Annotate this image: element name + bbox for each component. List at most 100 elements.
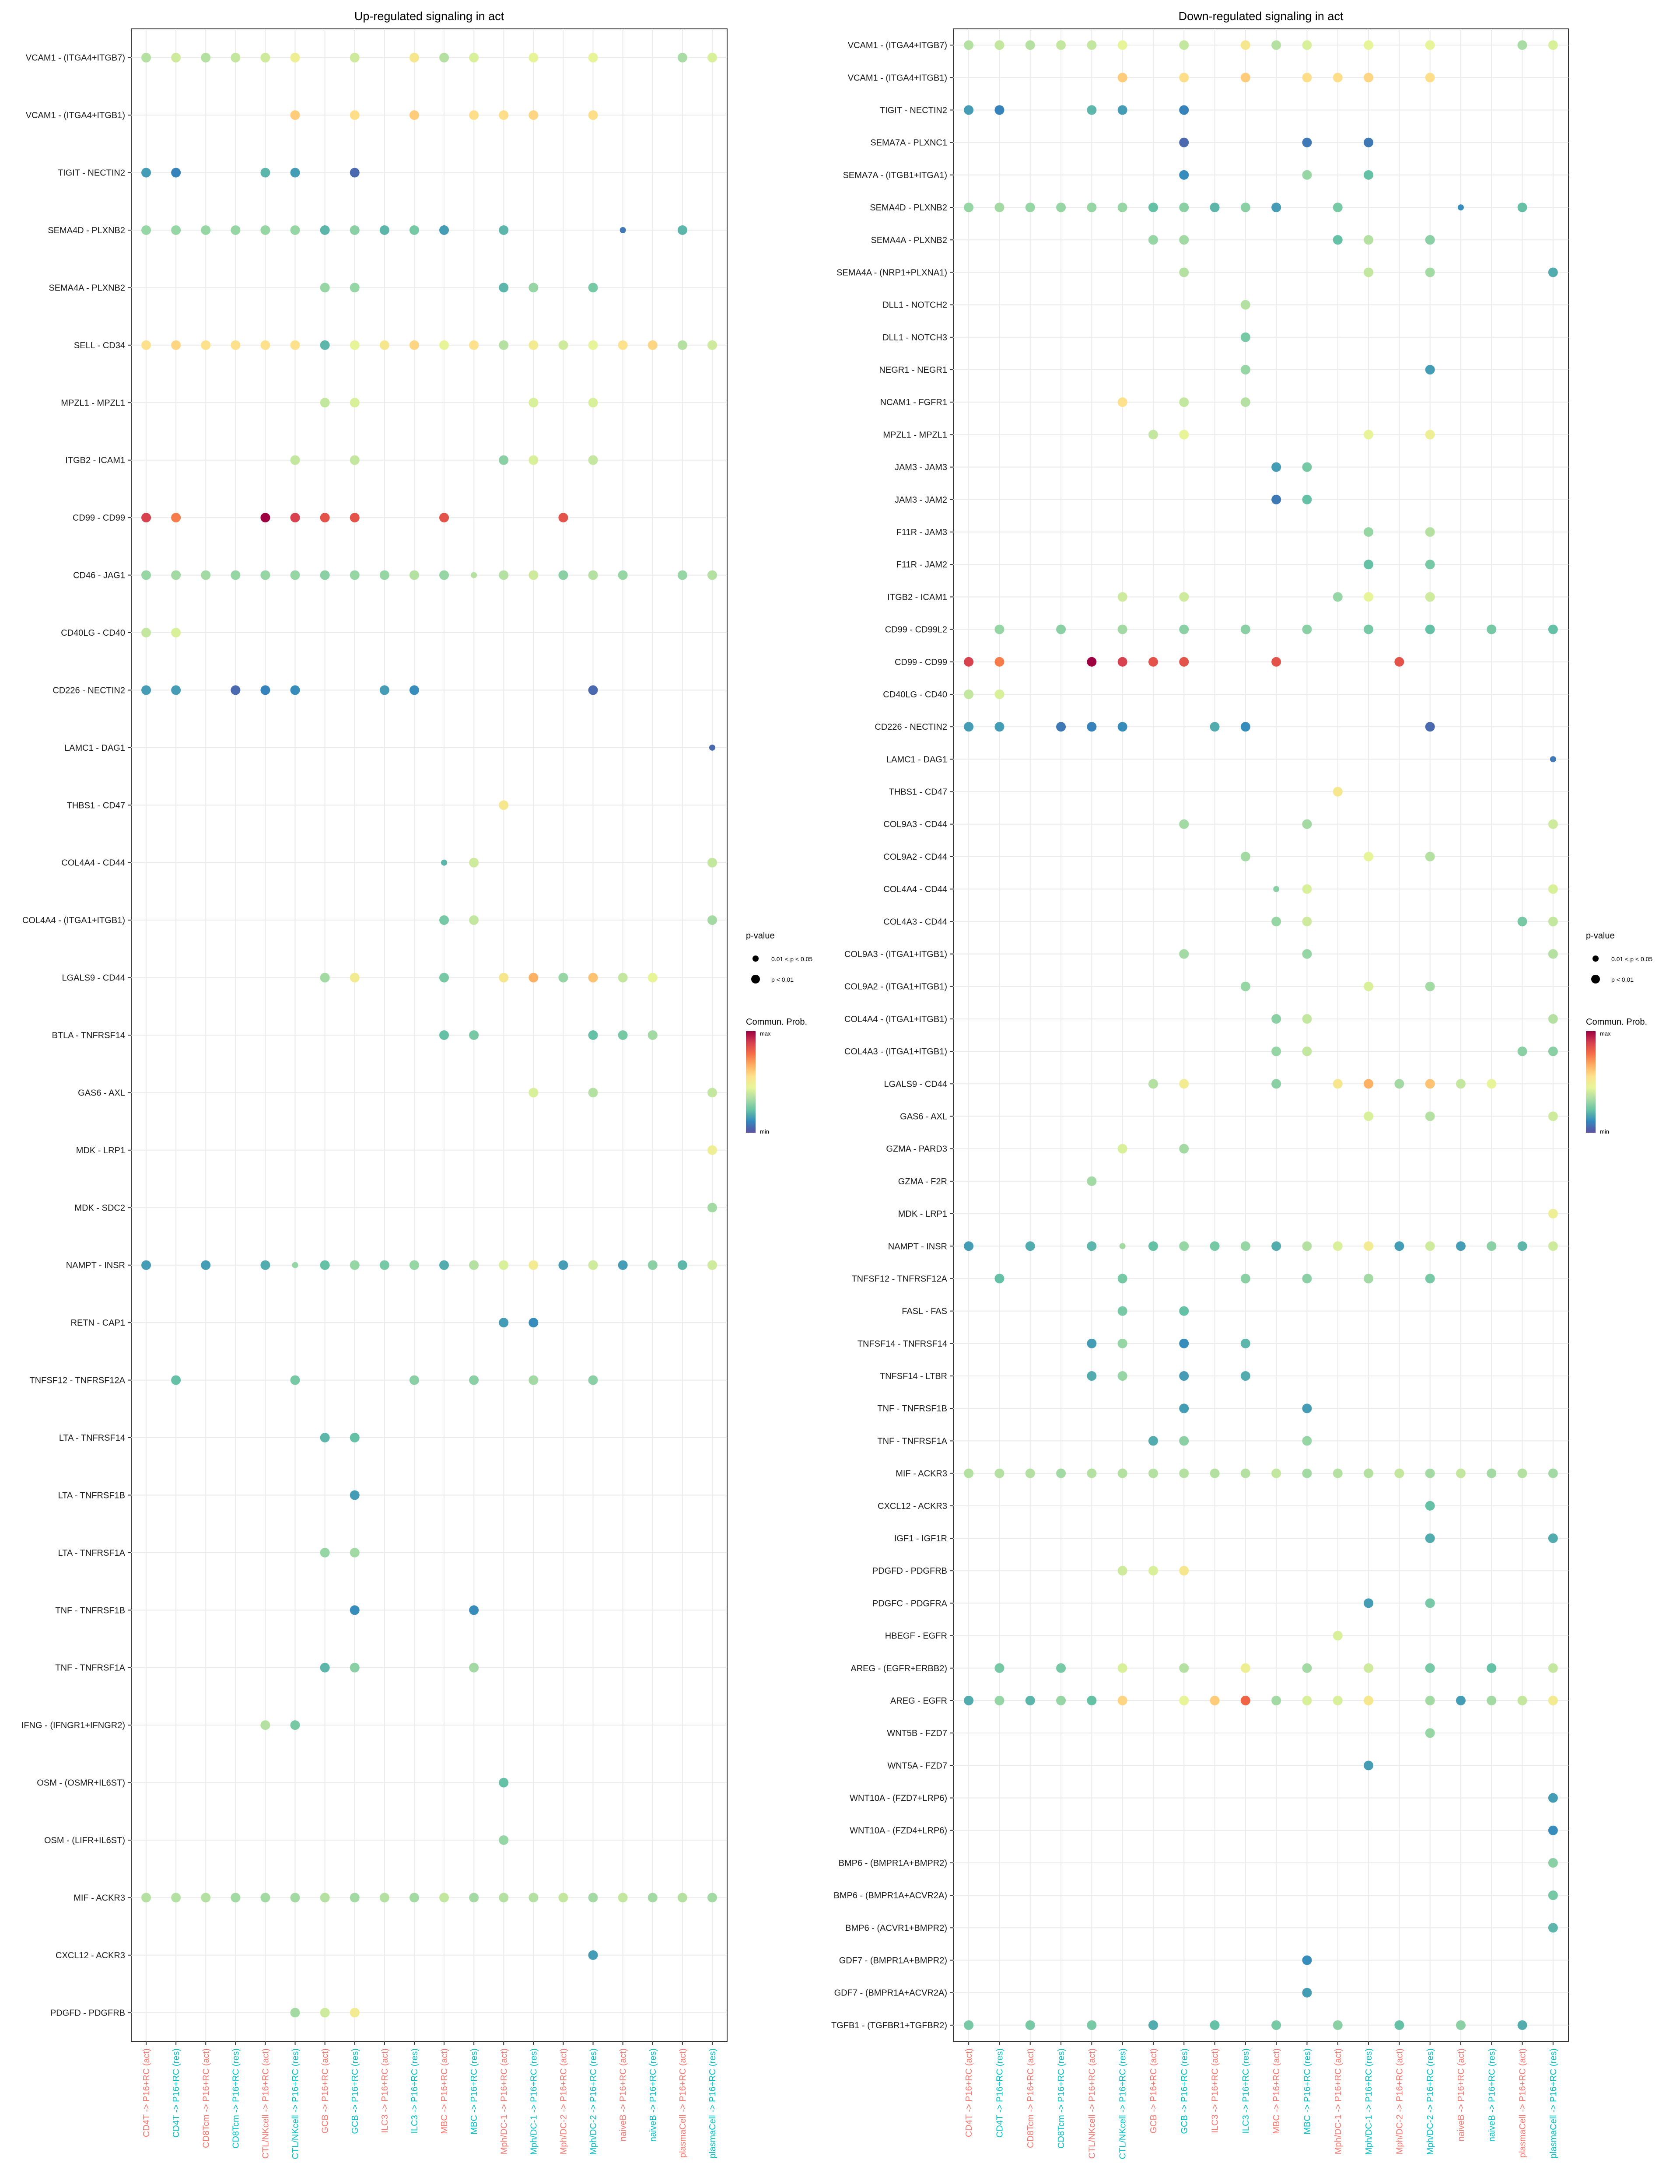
data-point bbox=[1179, 592, 1189, 602]
data-point bbox=[1271, 40, 1281, 50]
data-point bbox=[260, 1260, 270, 1270]
row-label: ITGB2 - ICAM1 bbox=[65, 456, 125, 466]
row-label: NCAM1 - FGFR1 bbox=[880, 398, 947, 407]
data-point bbox=[994, 722, 1004, 732]
row-label: VCAM1 - (ITGA4+ITGB1) bbox=[26, 111, 125, 120]
row-label: WNT10A - (FZD7+LRP6) bbox=[850, 1794, 947, 1803]
data-point bbox=[1487, 624, 1497, 634]
data-point bbox=[1364, 40, 1374, 50]
data-point bbox=[1240, 365, 1250, 375]
data-point bbox=[171, 52, 181, 63]
data-point bbox=[350, 398, 360, 408]
row-label: MIF - ACKR3 bbox=[896, 1469, 947, 1479]
data-point bbox=[1302, 1436, 1312, 1446]
row-label: TNFSF12 - TNFRSF12A bbox=[851, 1274, 947, 1284]
data-point bbox=[964, 105, 974, 115]
data-point bbox=[1179, 1079, 1189, 1089]
data-point bbox=[1240, 1468, 1250, 1478]
data-point bbox=[1394, 2020, 1404, 2030]
data-point bbox=[994, 624, 1004, 634]
data-point bbox=[1364, 137, 1374, 147]
data-point bbox=[1087, 1695, 1097, 1705]
data-point bbox=[379, 1893, 389, 1903]
data-point bbox=[1117, 397, 1127, 407]
data-point bbox=[379, 685, 389, 695]
data-point bbox=[1456, 1079, 1466, 1089]
data-point bbox=[1548, 1825, 1558, 1835]
row-label: SEMA7A - (ITGB1+ITGA1) bbox=[843, 171, 947, 180]
data-point bbox=[1333, 203, 1343, 213]
data-point bbox=[320, 340, 330, 350]
pvalue-legend-item-1: 0.01 < p < 0.05 bbox=[1611, 956, 1652, 962]
data-point bbox=[1179, 267, 1189, 277]
column-label: plasmaCell -> P16+RC (act) bbox=[678, 2048, 688, 2158]
row-label: TNF - TNFRSF1B bbox=[877, 1404, 947, 1414]
data-point bbox=[320, 1893, 330, 1903]
data-point bbox=[1271, 657, 1281, 667]
data-point bbox=[964, 203, 974, 213]
row-label: MPZL1 - MPZL1 bbox=[61, 398, 125, 408]
row-label: GAS6 - AXL bbox=[900, 1112, 947, 1121]
data-point bbox=[588, 685, 598, 695]
data-point bbox=[588, 1950, 598, 1960]
data-point bbox=[1148, 657, 1158, 667]
data-point bbox=[528, 398, 539, 408]
column-label: plasmaCell -> P16+RC (act) bbox=[1518, 2048, 1528, 2158]
column-label: plasmaCell -> P16+RC (res) bbox=[708, 2048, 718, 2158]
row-label: DLL1 - NOTCH3 bbox=[882, 333, 947, 343]
data-point bbox=[558, 973, 568, 983]
data-point bbox=[1425, 981, 1435, 991]
data-point bbox=[201, 1260, 211, 1270]
data-point bbox=[964, 40, 974, 50]
data-point bbox=[1394, 1079, 1404, 1089]
data-point bbox=[1179, 430, 1189, 440]
data-point bbox=[439, 973, 449, 983]
row-label: HBEGF - EGFR bbox=[885, 1631, 947, 1641]
data-point bbox=[1364, 1241, 1374, 1251]
row-label: MDK - SDC2 bbox=[74, 1203, 125, 1213]
row-label: COL4A3 - (ITGA1+ITGB1) bbox=[844, 1047, 947, 1057]
data-point bbox=[1333, 73, 1343, 83]
data-point bbox=[141, 225, 151, 235]
data-point bbox=[1548, 40, 1558, 50]
data-point bbox=[528, 1318, 539, 1328]
data-point bbox=[439, 1030, 449, 1040]
data-point bbox=[1548, 1014, 1558, 1024]
data-point bbox=[1548, 1695, 1558, 1705]
column-label: MBC -> P16+RC (act) bbox=[1272, 2048, 1281, 2134]
data-point bbox=[648, 340, 658, 350]
data-point bbox=[1240, 40, 1250, 50]
data-point bbox=[1025, 40, 1035, 50]
data-point bbox=[1364, 267, 1374, 277]
data-point bbox=[409, 570, 419, 580]
data-point bbox=[1210, 1468, 1220, 1478]
data-point bbox=[528, 110, 539, 120]
row-label: OSM - (LIFR+IL6ST) bbox=[44, 1836, 125, 1845]
row-label: COL9A2 - CD44 bbox=[883, 852, 947, 862]
data-point bbox=[409, 340, 419, 350]
data-point bbox=[1179, 1566, 1189, 1576]
data-point bbox=[1394, 657, 1404, 667]
data-point bbox=[439, 915, 449, 925]
data-point bbox=[350, 1433, 360, 1442]
row-label: COL4A3 - CD44 bbox=[883, 917, 947, 927]
data-point bbox=[1364, 170, 1374, 180]
data-point bbox=[1179, 1371, 1189, 1381]
legend-up: p-value 0.01 < p < 0.05 p < 0.01 Commun.… bbox=[746, 931, 812, 1135]
data-point bbox=[1425, 1241, 1435, 1251]
data-point bbox=[1179, 1695, 1189, 1705]
data-point bbox=[499, 570, 509, 580]
data-point bbox=[350, 1260, 360, 1270]
row-label: CD99 - CD99 bbox=[895, 658, 947, 667]
data-point bbox=[1425, 1663, 1435, 1673]
data-point bbox=[1025, 2020, 1035, 2030]
data-point bbox=[409, 1375, 419, 1385]
data-point bbox=[1240, 332, 1250, 342]
row-label: SEMA4D - PLXNB2 bbox=[870, 203, 947, 213]
data-point bbox=[350, 570, 360, 580]
data-point bbox=[499, 800, 509, 810]
data-point bbox=[1179, 137, 1189, 147]
row-label: THBS1 - CD47 bbox=[889, 788, 947, 797]
data-point bbox=[618, 340, 628, 350]
data-point bbox=[1179, 1306, 1189, 1316]
